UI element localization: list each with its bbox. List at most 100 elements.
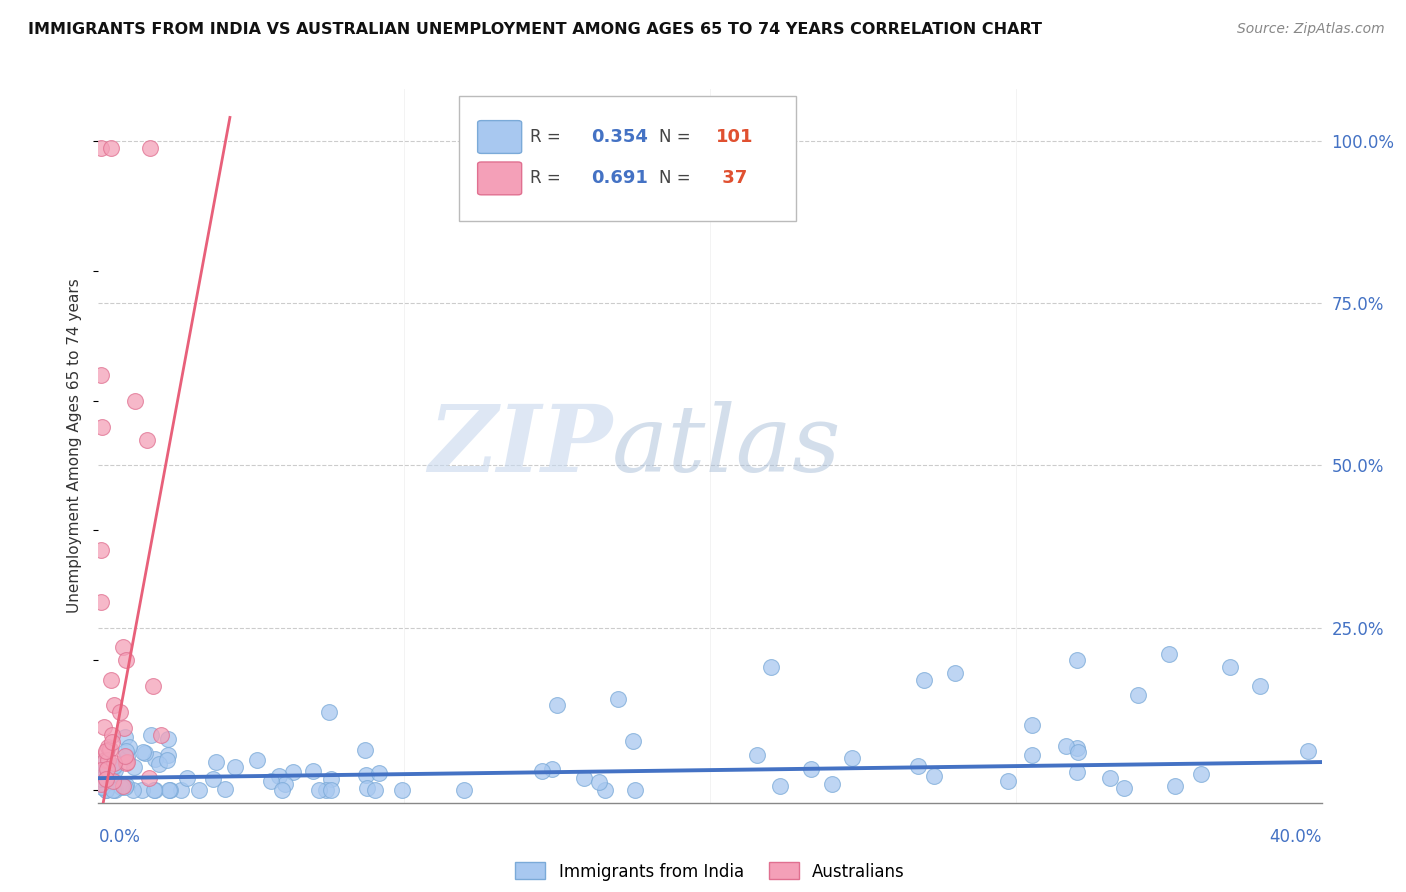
Point — [157, 747, 180, 762]
Point — [115, 778, 138, 792]
Point — [1128, 688, 1150, 702]
Point — [364, 782, 387, 797]
Point — [104, 782, 127, 797]
Point — [1066, 653, 1088, 667]
Point — [114, 756, 136, 770]
Point — [142, 782, 165, 797]
Point — [97, 740, 120, 755]
Point — [111, 780, 134, 794]
Point — [546, 698, 568, 713]
Point — [1157, 647, 1180, 661]
Point — [115, 750, 138, 764]
Text: ZIP: ZIP — [427, 401, 612, 491]
Text: 0.0%: 0.0% — [98, 828, 141, 846]
Point — [101, 728, 124, 742]
Point — [96, 782, 118, 797]
Text: 0.691: 0.691 — [592, 169, 648, 187]
Point — [117, 756, 139, 770]
Point — [90, 595, 112, 609]
Point — [110, 780, 132, 794]
FancyBboxPatch shape — [478, 162, 522, 194]
Point — [122, 782, 145, 797]
Point — [821, 777, 844, 791]
Point — [112, 721, 135, 735]
Point — [143, 752, 166, 766]
Point — [103, 760, 125, 774]
Point — [93, 764, 115, 778]
Point — [1114, 780, 1136, 795]
Point — [156, 753, 179, 767]
Point — [205, 755, 228, 769]
Point — [136, 433, 159, 447]
Point — [100, 140, 122, 154]
Point — [1098, 772, 1121, 786]
Point — [283, 765, 305, 780]
Point — [319, 782, 342, 797]
Point — [134, 747, 156, 761]
Text: 37: 37 — [716, 169, 748, 187]
Point — [103, 774, 125, 789]
Point — [259, 773, 281, 788]
Point — [93, 720, 115, 734]
Point — [1164, 779, 1187, 793]
Point — [356, 768, 378, 782]
Point — [246, 753, 269, 767]
Point — [90, 772, 112, 786]
Point — [131, 782, 153, 797]
Point — [302, 764, 325, 778]
Point — [97, 757, 120, 772]
Point — [124, 393, 146, 408]
Point — [214, 781, 236, 796]
Point — [1067, 745, 1090, 759]
Point — [101, 773, 124, 788]
Point — [139, 140, 162, 154]
Point — [103, 698, 125, 713]
Point — [595, 782, 617, 797]
Point — [159, 782, 181, 797]
Point — [90, 368, 112, 382]
Point — [1249, 679, 1271, 693]
Point — [745, 747, 768, 762]
Point — [321, 772, 343, 786]
Point — [800, 763, 823, 777]
Point — [176, 771, 198, 785]
Text: 101: 101 — [716, 128, 754, 146]
Point — [97, 753, 120, 767]
Point — [157, 732, 180, 747]
Text: R =: R = — [530, 169, 567, 187]
Point — [907, 759, 929, 773]
Point — [356, 781, 378, 796]
Text: Source: ZipAtlas.com: Source: ZipAtlas.com — [1237, 22, 1385, 37]
Point — [96, 746, 118, 760]
Point — [1054, 739, 1077, 753]
Point — [267, 769, 290, 783]
Point — [98, 768, 121, 782]
Point — [103, 759, 125, 773]
Point — [157, 782, 180, 797]
Point — [841, 751, 863, 765]
Text: 40.0%: 40.0% — [1270, 828, 1322, 846]
Point — [132, 746, 155, 760]
Point — [271, 782, 294, 797]
Point — [100, 735, 122, 749]
Point — [91, 780, 114, 795]
Point — [90, 542, 112, 557]
Text: N =: N = — [658, 128, 696, 146]
Y-axis label: Unemployment Among Ages 65 to 74 years: Unemployment Among Ages 65 to 74 years — [67, 278, 83, 614]
Point — [354, 743, 377, 757]
Point — [117, 739, 139, 754]
Legend: Immigrants from India, Australians: Immigrants from India, Australians — [509, 855, 911, 888]
Point — [94, 772, 117, 786]
Point — [318, 705, 340, 719]
Point — [115, 653, 138, 667]
Point — [100, 774, 122, 789]
Point — [91, 756, 114, 771]
Point — [759, 659, 782, 673]
Point — [315, 782, 337, 797]
Point — [101, 782, 124, 797]
Point — [274, 776, 297, 790]
Point — [114, 730, 136, 744]
Point — [188, 782, 211, 797]
Point — [1021, 718, 1043, 732]
Point — [530, 764, 553, 778]
